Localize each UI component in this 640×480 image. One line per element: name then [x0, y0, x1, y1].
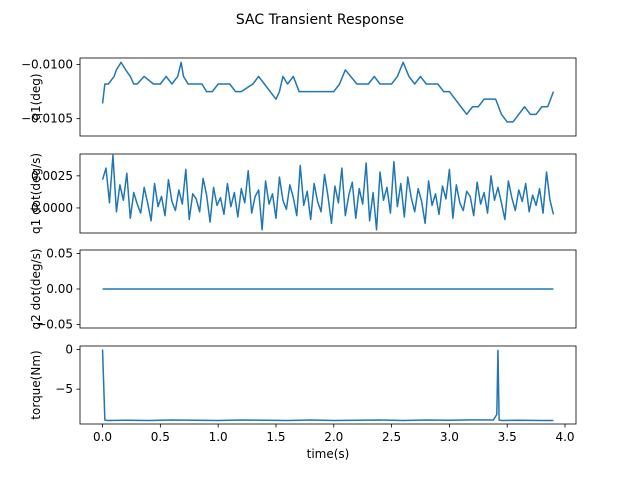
y-tick-label-3-2: 0.00: [46, 282, 73, 296]
y-tick-label-4-2: −5: [55, 382, 73, 396]
x-tick-label-4-5: 2.0: [324, 430, 343, 444]
x-tick-label-4-8: 3.5: [498, 430, 517, 444]
y-axis-label-1: q1(deg): [29, 73, 43, 120]
y-tick-label-3-1: −0.05: [36, 317, 73, 331]
y-tick-label-1-2: −0.0105: [21, 112, 73, 126]
y-tick-label-2-1: 0.0000: [31, 201, 73, 215]
x-tick-label-4-1: 0.0: [93, 430, 112, 444]
subplot-4: 0 −5 0.0 0.5 1.0 1.5 2.0 2.5 3.0 3.5 4.0 torque(Nm)…: [29, 343, 577, 461]
series-line-4-1: [101, 349, 554, 422]
x-axis-label-4: time(s): [307, 447, 350, 461]
y-tick-label-3-3: 0.05: [46, 247, 73, 261]
x-tick-label-4-2: 0.5: [151, 430, 170, 444]
y-tick-label-2-2: 0.0025: [31, 169, 73, 183]
x-tick-label-4-3: 1.0: [209, 430, 228, 444]
figure-title: SAC Transient Response: [236, 12, 404, 28]
x-tick-label-4-6: 2.5: [382, 430, 401, 444]
axes-frame-2: [79, 153, 577, 234]
y-tick-label-1-1: −0.0100: [21, 58, 73, 72]
x-tick-label-4-9: 4.0: [555, 430, 574, 444]
x-tick-label-4-4: 1.5: [266, 430, 285, 444]
y-tick-label-4-1: 0: [65, 343, 73, 357]
y-axis-label-3: q2 dot(deg/s): [29, 248, 43, 329]
series-line-1-1: [101, 61, 555, 123]
series-line-2-1: [101, 154, 555, 231]
y-axis-label-2: q1 dot(deg/s): [29, 153, 43, 234]
y-axis-label-4: torque(Nm): [29, 350, 43, 419]
x-tick-label-4-7: 3.0: [440, 430, 459, 444]
axes-frame-1: [79, 57, 577, 137]
axes-frame-4: [79, 345, 577, 425]
